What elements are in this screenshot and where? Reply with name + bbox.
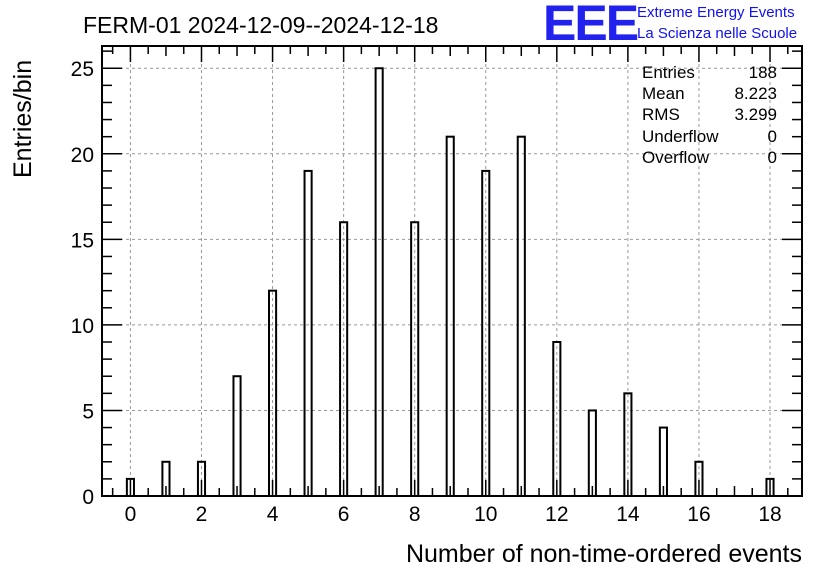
stats-value-mean: 8.223 (734, 84, 777, 103)
stats-label-mean: Mean (642, 84, 685, 103)
x-tick-label: 6 (338, 503, 350, 526)
x-tick-label: 10 (474, 503, 497, 526)
y-tick-label: 10 (71, 315, 94, 338)
logo-line-1: Extreme Energy Events (637, 4, 795, 21)
histogram-bar (303, 169, 313, 497)
y-tick-label: 25 (71, 58, 94, 81)
stats-label-entries: Entries (642, 63, 695, 82)
histogram-bar (587, 409, 597, 497)
x-tick-label: 12 (545, 503, 568, 526)
y-tick-label: 5 (82, 400, 94, 423)
x-tick-label: 4 (267, 503, 279, 526)
histogram-bar (516, 135, 526, 497)
stats-label-overflow: Overflow (642, 148, 710, 167)
y-axis-title: Entries/bin (9, 60, 37, 178)
x-tick-label: 2 (196, 503, 208, 526)
stats-value-entries: 188 (749, 63, 777, 82)
axes (101, 45, 803, 497)
chart-title: FERM-01 2024-12-09--2024-12-18 (83, 12, 438, 38)
histogram-bar (232, 375, 242, 498)
y-tick-label: 20 (71, 144, 94, 167)
x-tick-labels: 0 2 4 6 8 10 12 14 16 18 (125, 503, 782, 526)
x-tick-label: 14 (616, 503, 640, 526)
logo-mark: EEE (543, 0, 638, 51)
stats-value-underflow: 0 (768, 127, 777, 146)
grid-lines (102, 46, 802, 496)
y-tick-labels: 0 5 10 15 20 25 (71, 58, 94, 509)
eee-logo: EEE Extreme Energy Events La Scienza nel… (543, 0, 797, 51)
histogram-bar (268, 289, 278, 498)
histogram-bar (374, 67, 384, 497)
histogram-bar (481, 169, 491, 497)
stats-box: Entries 188 Mean 8.223 RMS 3.299 Underfl… (642, 63, 777, 167)
y-tick-label: 0 (82, 486, 94, 509)
x-tick-label: 8 (409, 503, 421, 526)
x-tick-label: 0 (125, 503, 137, 526)
x-axis-title: Number of non-time-ordered events (406, 540, 802, 568)
logo-line-2: La Scienza nelle Scuole (637, 25, 797, 42)
x-tick-label: 16 (687, 503, 710, 526)
x-tick-label: 18 (758, 503, 781, 526)
stats-label-rms: RMS (642, 105, 680, 124)
histogram-bar (445, 135, 455, 497)
stats-label-underflow: Underflow (642, 127, 719, 146)
plot-frame (101, 45, 803, 497)
histogram-bar (658, 426, 668, 497)
stats-value-overflow: 0 (768, 148, 777, 167)
stats-value-rms: 3.299 (734, 105, 777, 124)
y-tick-label: 15 (71, 229, 94, 252)
